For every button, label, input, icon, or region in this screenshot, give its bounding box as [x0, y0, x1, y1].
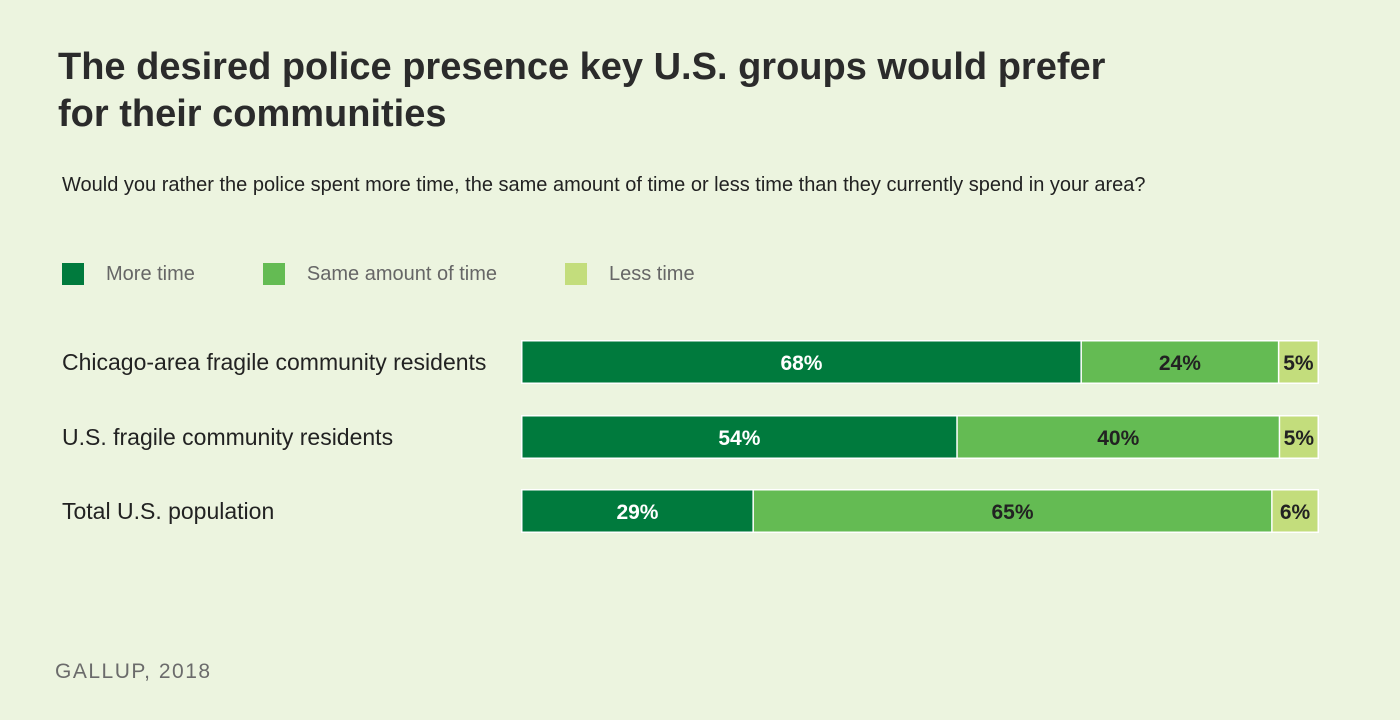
category-label-total-u-s-population: Total U.S. population — [62, 498, 274, 524]
legend-swatch-same-amount — [262, 263, 285, 285]
legend-item-more-time: More time — [62, 263, 195, 286]
data-label-less-time-total-u-s-population: 6% — [1280, 501, 1311, 524]
data-label-less-time-u-s-fragile-community-residents: 5% — [1284, 427, 1315, 450]
chart-title: The desired police presence key U.S. gro… — [58, 46, 1106, 135]
bar-more-time-chicago-area-fragile-community-residents — [522, 341, 1081, 383]
chart-subtitle: Would you rather the police spent more t… — [62, 174, 1146, 196]
bar-more-time-u-s-fragile-community-residents — [522, 416, 957, 458]
data-label-same-amount-of-time-u-s-fragile-community-residents: 40% — [1097, 427, 1139, 450]
legend-item-less-time: Less time — [565, 263, 695, 286]
legend-swatch-more-time — [62, 263, 84, 285]
legend-label-more-time: More time — [106, 262, 195, 285]
data-label-same-amount-of-time-chicago-area-fragile-community-residents: 24% — [1159, 352, 1201, 375]
bar-less-time-total-u-s-population — [1272, 490, 1318, 532]
data-label-less-time-chicago-area-fragile-community-residents: 5% — [1283, 352, 1314, 375]
legend-label-less-time: Less time — [609, 262, 695, 285]
data-label-more-time-chicago-area-fragile-community-residents: 68% — [780, 352, 822, 375]
bar-same-amount-of-time-u-s-fragile-community-residents — [957, 416, 1279, 458]
data-label-more-time-u-s-fragile-community-residents: 54% — [718, 427, 760, 450]
data-label-more-time-total-u-s-population: 29% — [616, 501, 658, 524]
legend-label-same-amount: Same amount of time — [306, 262, 497, 285]
legend-item-same-amount: Same amount of time — [262, 262, 497, 286]
data-label-same-amount-of-time-total-u-s-population: 65% — [992, 501, 1034, 524]
category-label-chicago-area-fragile-community-residents: Chicago-area fragile community residents — [62, 349, 486, 375]
bar-less-time-u-s-fragile-community-residents — [1280, 416, 1318, 458]
bar-same-amount-of-time-total-u-s-population — [753, 490, 1272, 532]
category-label-u-s-fragile-community-residents: U.S. fragile community residents — [62, 424, 393, 450]
bar-same-amount-of-time-chicago-area-fragile-community-residents — [1081, 341, 1278, 383]
source-label: GALLUP, 2018 — [55, 660, 212, 683]
bar-more-time-total-u-s-population — [522, 490, 753, 532]
bar-less-time-chicago-area-fragile-community-residents — [1279, 341, 1318, 383]
legend-swatch-less-time — [565, 263, 587, 285]
chart-legend: More time Same amount of time Less time — [62, 262, 763, 286]
